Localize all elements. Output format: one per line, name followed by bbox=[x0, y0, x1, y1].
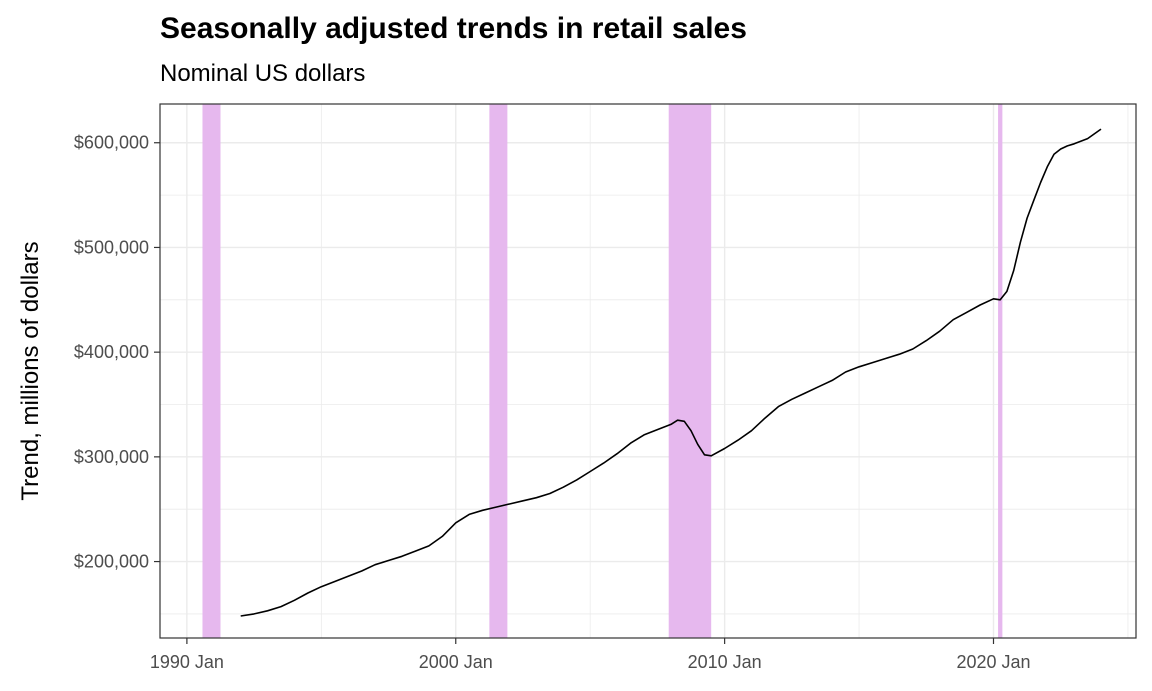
x-tick-label: 1990 Jan bbox=[150, 652, 224, 672]
x-tick-label: 2010 Jan bbox=[688, 652, 762, 672]
recession-bands bbox=[202, 104, 1003, 638]
y-tick-label: $500,000 bbox=[74, 237, 149, 257]
x-tick-label: 2020 Jan bbox=[956, 652, 1030, 672]
recession-band bbox=[202, 104, 221, 638]
retail-sales-trend-line bbox=[240, 128, 1102, 617]
recession-band bbox=[668, 104, 712, 638]
x-axis: 1990 Jan 2000 Jan 2010 Jan 2020 Jan bbox=[150, 638, 1031, 672]
y-tick-label: $200,000 bbox=[74, 552, 149, 572]
recession-band bbox=[489, 104, 508, 638]
y-tick-label: $600,000 bbox=[74, 133, 149, 153]
y-axis-title: Trend, millions of dollars bbox=[17, 241, 44, 500]
minor-grid bbox=[160, 104, 1136, 638]
plot-panel-border bbox=[159, 103, 1137, 639]
y-axis: $200,000 $300,000 $400,000 $500,000 $600,000 bbox=[74, 133, 160, 572]
chart-title: Seasonally adjusted trends in retail sal… bbox=[160, 12, 747, 45]
chart-subtitle: Nominal US dollars bbox=[160, 60, 366, 87]
major-grid bbox=[160, 104, 1136, 638]
y-tick-label: $400,000 bbox=[74, 342, 149, 362]
recession-band bbox=[998, 104, 1003, 638]
x-tick-label: 2000 Jan bbox=[419, 652, 493, 672]
y-tick-label: $300,000 bbox=[74, 447, 149, 467]
